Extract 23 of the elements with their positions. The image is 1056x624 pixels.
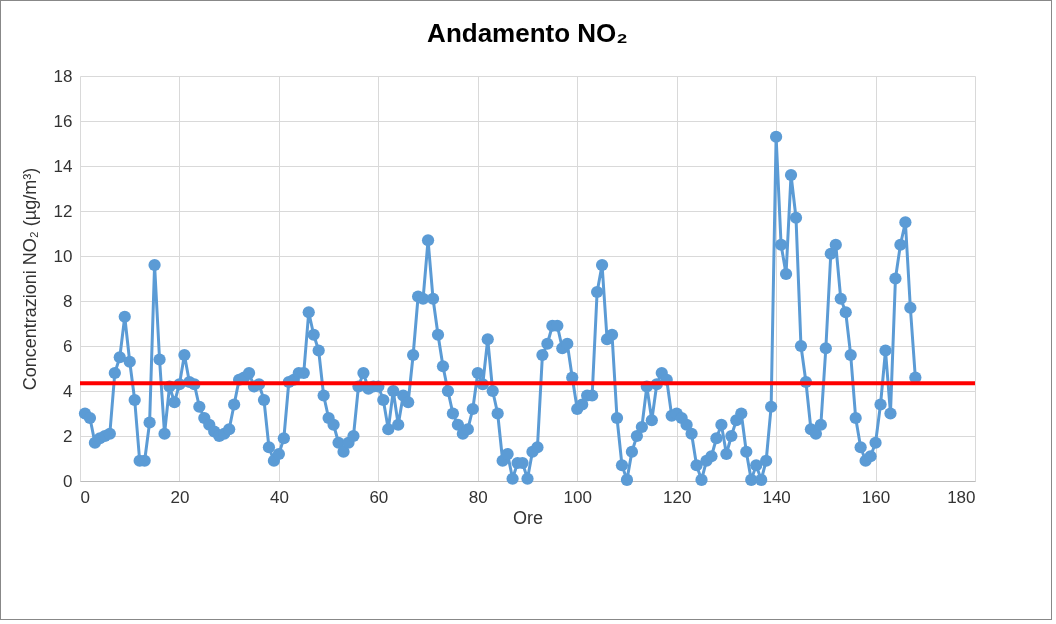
y-tick-label: 18: [53, 66, 73, 86]
x-tick-label: 0: [80, 487, 90, 507]
y-tick-label: 16: [53, 111, 73, 131]
x-tick-label: 160: [861, 487, 891, 507]
x-tick-label: 140: [762, 487, 791, 507]
x-tick-label: 180: [947, 487, 976, 507]
y-axis-title: Concentrazioni NO₂ (µg/m³): [19, 167, 40, 391]
y-tick-label: 10: [53, 246, 73, 266]
y-tick-label: 2: [63, 426, 73, 446]
y-tick-label: 14: [53, 156, 73, 176]
y-tick-label: 8: [63, 291, 73, 311]
y-tick-label: 6: [63, 336, 73, 356]
y-tick-label: 0: [63, 471, 73, 491]
y-tick-label: 4: [63, 381, 73, 401]
x-tick-label: 20: [170, 487, 190, 507]
x-tick-label: 120: [662, 487, 692, 507]
x-tick-label: 60: [369, 487, 389, 507]
x-axis-title: Ore: [512, 507, 544, 528]
y-tick-label: 12: [53, 201, 73, 221]
x-tick-label: 100: [563, 487, 592, 507]
x-tick-label: 40: [269, 487, 289, 507]
x-tick-label: 80: [468, 487, 488, 507]
chart-title: Andamento NO₂: [427, 18, 628, 48]
